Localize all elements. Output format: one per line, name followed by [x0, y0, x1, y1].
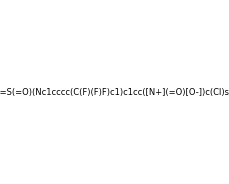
Text: O=S(=O)(Nc1cccc(C(F)(F)F)c1)c1cc([N+](=O)[O-])c(Cl)s1: O=S(=O)(Nc1cccc(C(F)(F)F)c1)c1cc([N+](=O… — [0, 88, 229, 96]
